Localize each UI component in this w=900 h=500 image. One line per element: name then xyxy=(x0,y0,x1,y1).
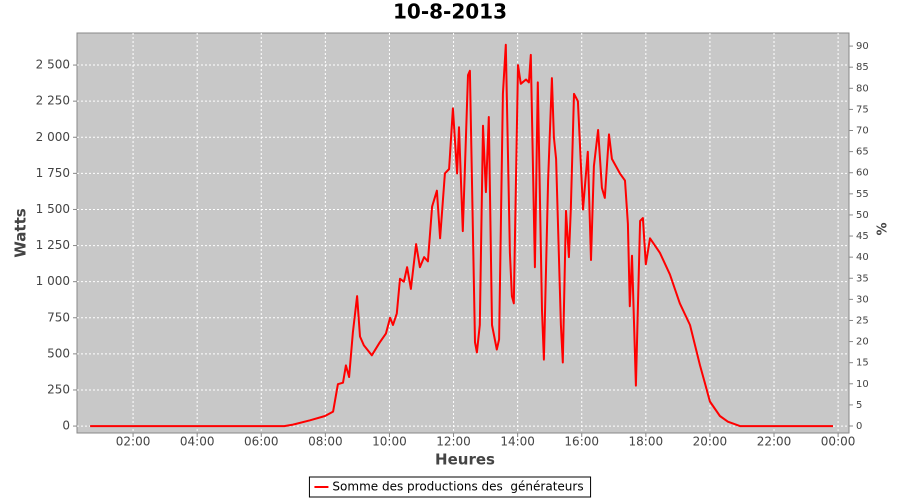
marks xyxy=(90,43,833,428)
y-tick-label: 1 500 xyxy=(36,202,70,216)
x-tick-label: 08:00 xyxy=(308,435,343,449)
x-tick-label: 06:00 xyxy=(244,435,279,449)
y2-tick-label: 35 xyxy=(856,273,869,284)
x-axis-label: Heures xyxy=(435,451,495,469)
y-tick-label: 1 750 xyxy=(36,166,70,180)
y2-tick-label: 90 xyxy=(856,41,869,52)
y2-tick-label: 25 xyxy=(856,315,869,326)
legend-label: Somme des productions des générateurs xyxy=(332,480,583,494)
legend-box xyxy=(308,476,592,498)
y2-tick-label: 70 xyxy=(856,126,869,137)
line xyxy=(90,43,833,428)
y2-tick-label: 15 xyxy=(856,358,869,369)
y2-tick-label: 80 xyxy=(856,83,869,94)
y2-tick-label: 40 xyxy=(856,252,869,263)
x-tick-label: 14:00 xyxy=(500,435,535,449)
legend: Somme des productions des générateurs xyxy=(308,476,592,498)
x-tick-label: 16:00 xyxy=(564,435,599,449)
y2-tick-label: 5 xyxy=(856,400,862,411)
y-tick-label: 750 xyxy=(47,310,70,324)
y2-tick-label: 45 xyxy=(856,231,869,242)
x-tick-label: 18:00 xyxy=(629,435,664,449)
chart-title: 10-8-2013 xyxy=(393,0,507,24)
y2-tick-label: 20 xyxy=(856,337,869,348)
y2-tick-label: 60 xyxy=(856,168,869,179)
y-tick-label: 2 250 xyxy=(36,94,70,108)
y-tick-label: 0 xyxy=(62,419,70,433)
y-tick-label: 1 250 xyxy=(36,238,70,252)
x-tick-label: 20:00 xyxy=(693,435,728,449)
y-tick-label: 500 xyxy=(47,346,70,360)
y-tick-label: 2 500 xyxy=(36,58,70,72)
y2-tick-label: 10 xyxy=(856,379,869,390)
y2-axis-label: % xyxy=(876,222,891,235)
y2-tick-label: 50 xyxy=(856,210,869,221)
x-tick-label: 22:00 xyxy=(757,435,792,449)
y2-tick-label: 75 xyxy=(856,104,869,115)
y2-tick-label: 55 xyxy=(856,189,869,200)
x-tick-label: 04:00 xyxy=(180,435,215,449)
x-tick-label: 10:00 xyxy=(372,435,407,449)
y-axis-label: Watts xyxy=(12,208,30,257)
x-tick-label: 02:00 xyxy=(116,435,151,449)
y2-tick-label: 65 xyxy=(856,147,869,158)
y2-tick-label: 85 xyxy=(856,62,869,73)
y-tick-label: 2 000 xyxy=(36,130,70,144)
y2-tick-label: 0 xyxy=(856,421,862,432)
x-tick-label: 00:00 xyxy=(821,435,856,449)
y2-tick-label: 30 xyxy=(856,294,869,305)
x-tick-label: 12:00 xyxy=(436,435,471,449)
plot-area xyxy=(76,32,850,434)
y-tick-label: 1 000 xyxy=(36,274,70,288)
y-tick-label: 250 xyxy=(47,382,70,396)
